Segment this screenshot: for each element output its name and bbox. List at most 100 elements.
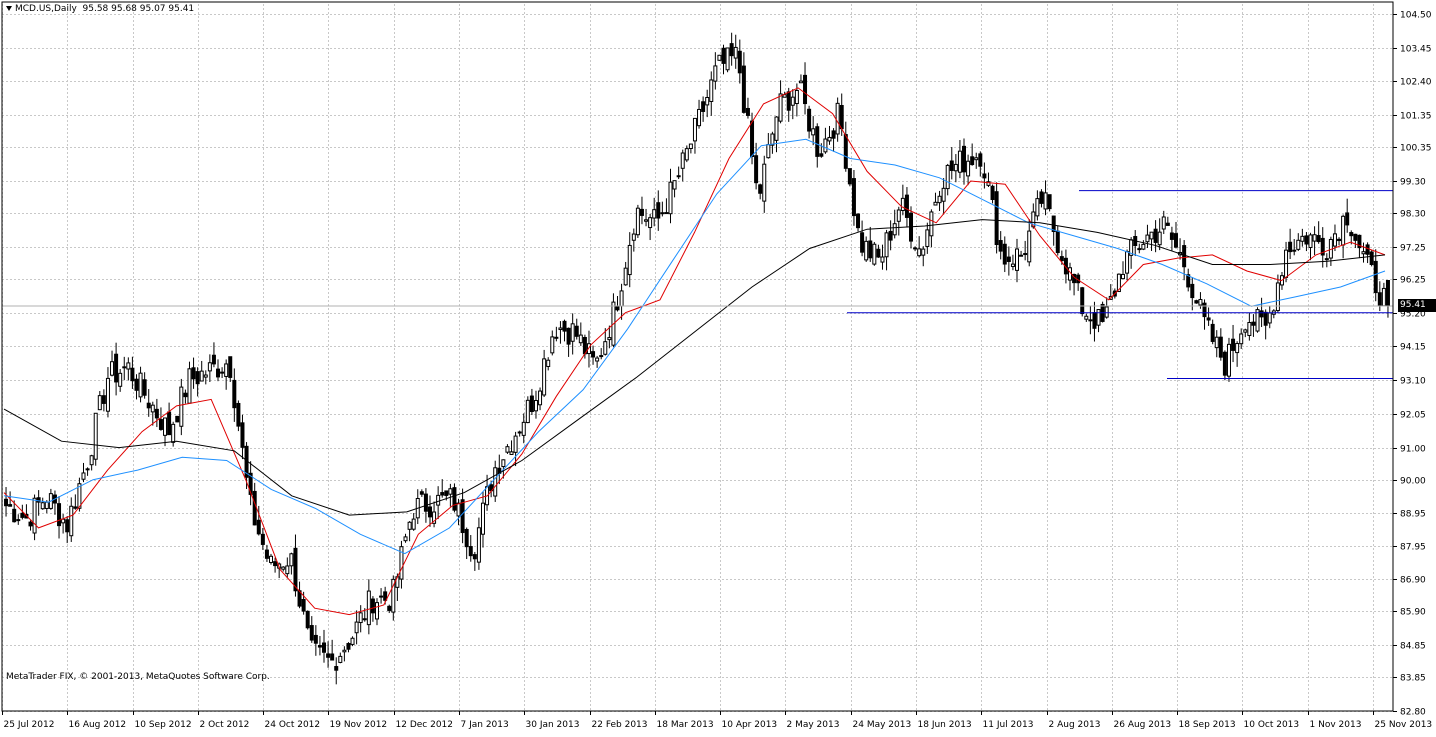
candle-body [32,497,37,534]
candle-body [448,488,453,495]
candle-body [1027,230,1032,263]
candle-body [354,621,359,634]
candle-body [574,325,579,337]
candle-body [440,492,445,496]
candle-body [1259,310,1264,318]
candle-body [1088,319,1093,322]
candle-body [1157,231,1162,246]
candle-body [1104,306,1109,318]
candle-body [350,637,355,645]
y-tick-label: 91.00 [1400,445,1426,455]
candle-body [998,240,1003,252]
candle-body [1002,243,1007,265]
candle-body [130,367,135,382]
candle-body [142,379,147,396]
candle-body [358,612,363,624]
candle-body [1300,235,1305,242]
candle-body [1214,336,1219,349]
candle-body [464,528,469,548]
candle-body [525,399,530,424]
y-tick-label: 97.25 [1400,244,1426,254]
candle-body [1312,234,1317,242]
candle-body [599,355,604,358]
y-tick-label: 87.95 [1400,543,1426,553]
candle-body [57,503,62,527]
candle-body [346,643,351,650]
candle-body [566,327,571,345]
candle-body [741,65,746,113]
candle-body [12,508,17,523]
candle-body [839,105,844,130]
symbol-label: MCD.US,Daily [15,4,77,14]
candle-body [803,74,808,105]
dropdown-arrow-icon[interactable] [6,6,12,11]
candle-body [994,191,999,246]
candle-body [1222,351,1227,376]
candle-body [175,415,180,423]
candle-body [211,354,216,365]
candle-body [957,150,962,173]
candle-body [929,211,934,237]
candle-body [1247,322,1252,336]
candle-body [754,155,759,184]
candle-body [721,47,726,64]
candle-body [607,337,612,341]
candle-body [933,201,938,206]
ma-fast-line [3,87,1386,616]
candle-body [876,248,881,258]
candle-body [1010,263,1015,267]
candle-body [432,511,437,524]
candle-body [819,153,824,157]
candle-body [766,144,771,159]
candle-body [595,357,600,362]
candle-body [362,618,367,621]
candle-body [293,547,298,592]
candle-body [1308,234,1313,248]
candle-body [1182,245,1187,268]
candle-body [1296,239,1301,250]
y-tick-label: 84.85 [1400,642,1426,652]
y-tick-label: 98.30 [1400,210,1426,220]
x-tick-label: 26 Aug 2013 [1114,720,1172,730]
candle-body [118,372,123,387]
candle-body [631,233,636,241]
candle-body [680,152,685,169]
candle-body [391,578,396,613]
candle-body [941,187,946,202]
candle-body [1226,343,1231,377]
candle-body [664,212,669,215]
candle-body [330,653,335,661]
candle-body [216,368,221,378]
candle-body [493,467,498,497]
candle-body [224,363,229,377]
candle-body [688,143,693,149]
candle-body [619,290,624,307]
support-resistance-lines [2,190,1393,380]
candle-body [1235,343,1240,354]
candle-body [1051,215,1056,233]
candle-body [281,566,286,570]
candle-body [701,101,706,112]
candle-body [713,65,718,82]
candle-body [615,305,620,311]
x-tick-label: 30 Jan 2013 [526,720,580,730]
candle-body [1153,228,1158,243]
candle-body [974,157,979,161]
candle-body [868,240,873,259]
candle-body [717,54,722,61]
candle-body [199,370,204,382]
candle-body [423,493,428,512]
candle-body [8,504,13,507]
x-tick-label: 11 Jul 2013 [983,720,1034,730]
candle-body [387,605,392,611]
candle-body [652,209,657,219]
x-tick-label: 22 Feb 2013 [592,720,648,730]
candle-body [89,455,94,466]
candle-body [558,327,563,331]
candle-body [146,402,151,409]
candle-body [1039,191,1044,204]
x-tick-label: 2 Aug 2013 [1049,720,1101,730]
candle-body [85,468,90,471]
